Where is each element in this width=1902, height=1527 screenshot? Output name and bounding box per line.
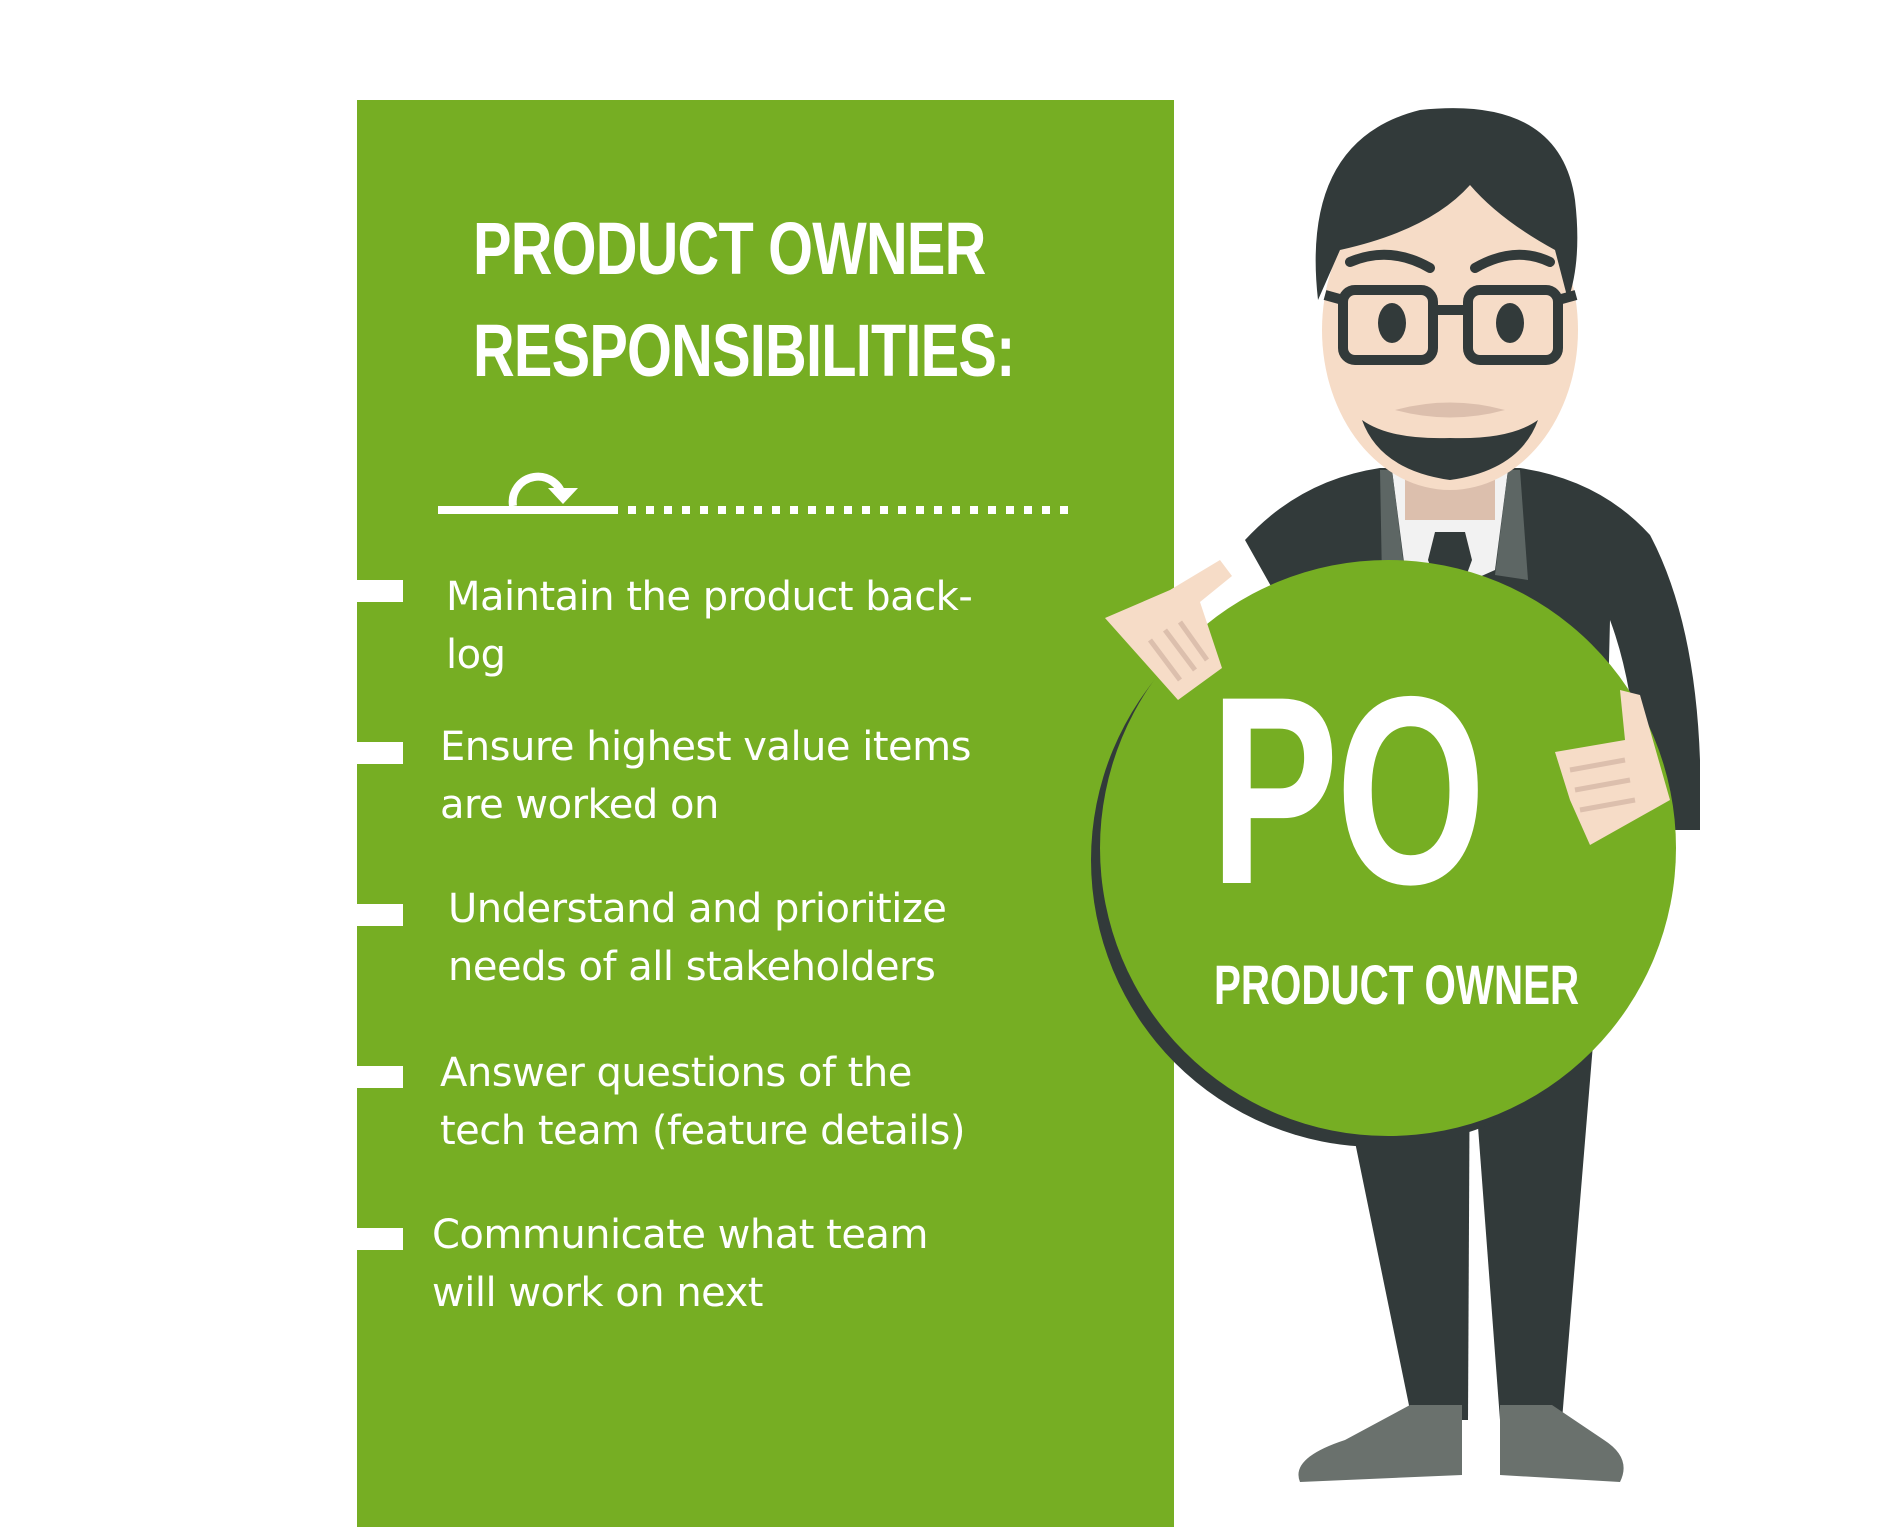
page-title: PRODUCT OWNER RESPONSIBILITIES:: [473, 198, 1015, 402]
badge-initials: PO: [1210, 640, 1486, 940]
glasses: [1323, 285, 1578, 365]
bullet-marker: [357, 1066, 403, 1088]
responsibility-item: Communicate what team will work on next: [432, 1206, 928, 1322]
title-line-1: PRODUCT OWNER: [473, 207, 986, 290]
responsibilities-panel: [357, 100, 1174, 1527]
responsibility-item: Understand and prioritize needs of all s…: [448, 880, 947, 996]
responsibility-item: Ensure highest value items are worked on: [440, 718, 971, 834]
mustache: [1395, 402, 1505, 418]
dotted-line: [628, 506, 1068, 514]
product-owner-illustration: [1091, 108, 1700, 1482]
bullet-marker: [357, 904, 403, 926]
responsibility-line: Ensure highest value items: [440, 724, 971, 770]
divider-line: [438, 506, 618, 514]
responsibility-line: Communicate what team: [432, 1212, 928, 1258]
responsibility-line: Understand and prioritize: [448, 886, 947, 932]
responsibility-item: Maintain the product back- log: [446, 568, 973, 684]
eyebrows: [1345, 249, 1555, 273]
responsibility-line: needs of all stakeholders: [448, 944, 936, 990]
hand-right: [1555, 690, 1670, 845]
badge-circle: [1100, 560, 1676, 1136]
responsibility-line: Answer questions of the: [440, 1050, 912, 1096]
beard: [1362, 420, 1538, 480]
responsibility-line: tech team (feature details): [440, 1108, 965, 1154]
cycle-arrow-icon: [508, 472, 578, 507]
responsibility-line: are worked on: [440, 782, 719, 828]
cycle-divider: [438, 472, 1068, 514]
title-line-2: RESPONSIBILITIES:: [473, 309, 1015, 392]
responsibility-line: Maintain the product back-: [446, 574, 973, 620]
bullet-marker: [357, 1228, 403, 1250]
responsibility-line: will work on next: [432, 1270, 763, 1316]
responsibility-item: Answer questions of the tech team (featu…: [440, 1044, 965, 1160]
bullet-marker: [357, 580, 403, 602]
eyes: [1378, 303, 1524, 343]
badge-label: PRODUCT OWNER: [1214, 953, 1580, 1016]
hand-left: [1105, 560, 1232, 700]
lapel-left: [1380, 470, 1405, 580]
hair: [1315, 108, 1578, 300]
bullet-marker: [357, 742, 403, 764]
shoes: [1298, 1405, 1624, 1482]
lapel-right: [1495, 470, 1528, 580]
responsibility-line: log: [446, 632, 506, 678]
